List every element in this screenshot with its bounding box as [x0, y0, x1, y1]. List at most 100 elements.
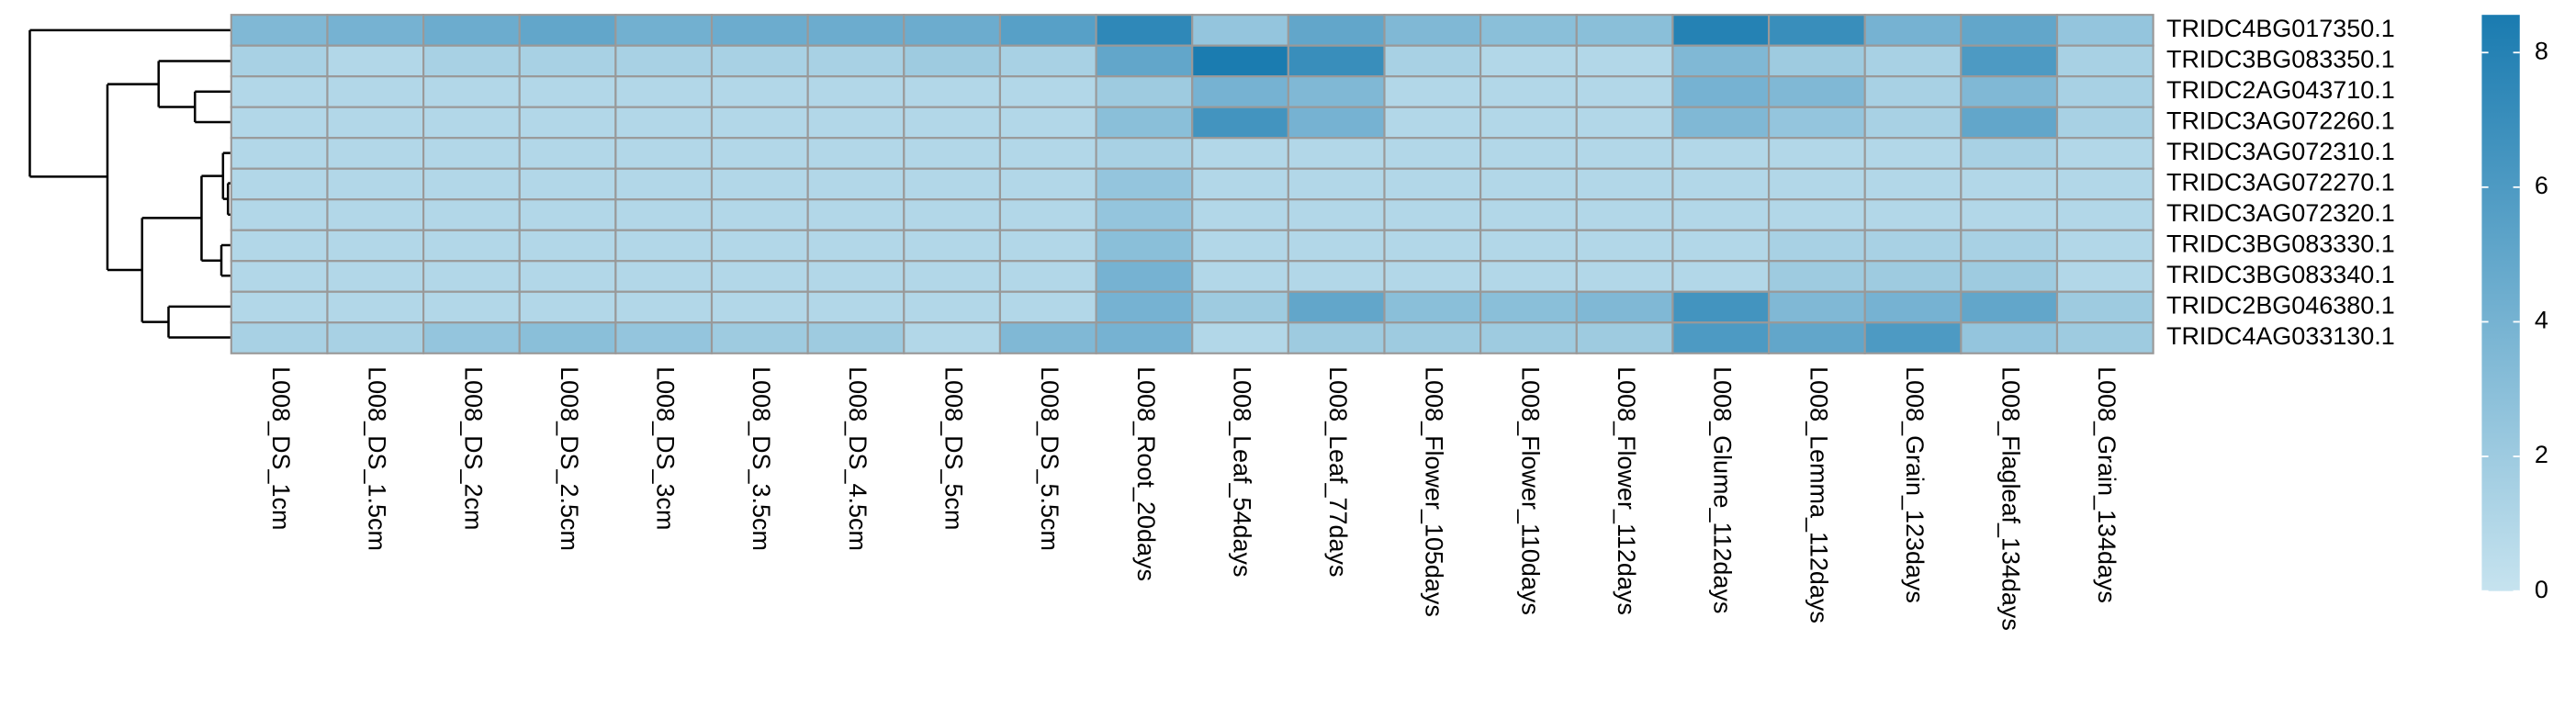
heatmap-cell — [903, 229, 1002, 263]
heatmap-cell — [422, 321, 521, 354]
heatmap-cell — [614, 321, 714, 354]
heatmap-cell — [230, 44, 329, 78]
heatmap-cell — [998, 260, 1097, 293]
heatmap-cell — [1863, 106, 1963, 140]
heatmap-cell — [903, 137, 1002, 170]
heatmap-cell — [326, 260, 425, 293]
heatmap-cell — [1863, 75, 1963, 108]
column-label: L008_Glume_112days — [1709, 366, 1737, 613]
heatmap-cell — [326, 290, 425, 324]
heatmap-cell — [1383, 229, 1482, 263]
heatmap-cell — [230, 198, 329, 231]
heatmap-cell — [1287, 44, 1386, 78]
heatmap-cell — [806, 321, 906, 354]
heatmap-cell — [1479, 290, 1578, 324]
heatmap-cell — [1671, 260, 1771, 293]
heatmap-cell — [1960, 75, 2059, 108]
heatmap-cell — [1960, 167, 2059, 201]
heatmap-cell — [422, 137, 521, 170]
row-label: TRIDC3AG072260.1 — [2166, 107, 2395, 135]
heatmap-cell — [2055, 137, 2154, 170]
heatmap-cell — [614, 14, 714, 47]
heatmap-cell — [614, 290, 714, 324]
heatmap-cell — [998, 14, 1097, 47]
heatmap-cell — [1767, 167, 1866, 201]
heatmap-cell — [1095, 229, 1194, 263]
row-label: TRIDC3AG072320.1 — [2166, 199, 2395, 227]
heatmap-cell — [998, 75, 1097, 108]
heatmap-cell — [1960, 290, 2059, 324]
heatmap-cell — [230, 75, 329, 108]
heatmap-cell — [1671, 198, 1771, 231]
heatmap-cell — [1575, 106, 1674, 140]
row-label: TRIDC4BG017350.1 — [2166, 15, 2395, 42]
heatmap-cell — [1960, 137, 2059, 170]
heatmap-cell — [1095, 167, 1194, 201]
heatmap-cell — [1767, 14, 1866, 47]
heatmap-cell — [710, 290, 809, 324]
heatmap-cell — [1863, 260, 1963, 293]
heatmap-cell — [1095, 44, 1194, 78]
heatmap-cell — [710, 137, 809, 170]
heatmap-cell — [1479, 167, 1578, 201]
heatmap-cell — [1191, 14, 1289, 47]
column-label: L008_Grain_123days — [1901, 366, 1929, 603]
heatmap-cell — [326, 106, 425, 140]
heatmap-cell — [1383, 137, 1482, 170]
heatmap-cell — [1671, 106, 1771, 140]
heatmap-cell — [1960, 44, 2059, 78]
heatmap-cell — [1383, 44, 1482, 78]
heatmap-cell — [903, 198, 1002, 231]
colorbar-tick-label: 0 — [2535, 576, 2548, 603]
heatmap-cell — [903, 106, 1002, 140]
heatmap-cell — [1671, 75, 1771, 108]
heatmap-cell — [1383, 106, 1482, 140]
heatmap-cell — [1671, 167, 1771, 201]
heatmap-cell — [1191, 75, 1289, 108]
heatmap-cell — [1575, 44, 1674, 78]
heatmap-cell — [614, 167, 714, 201]
heatmap-cell — [422, 167, 521, 201]
heatmap-cell — [903, 14, 1002, 47]
heatmap-cell — [806, 290, 906, 324]
heatmap-cell — [1095, 75, 1194, 108]
column-label: L008_DS_3.5cm — [748, 366, 775, 551]
heatmap-cell — [1575, 14, 1674, 47]
heatmap-cell — [2055, 321, 2154, 354]
heatmap-cell — [422, 44, 521, 78]
heatmap-cell — [2055, 290, 2154, 324]
heatmap-cell — [518, 167, 617, 201]
heatmap-cell — [1767, 260, 1866, 293]
heatmap-cell — [614, 75, 714, 108]
heatmap-cell — [806, 229, 906, 263]
heatmap-cell — [1575, 198, 1674, 231]
heatmap-cell — [710, 14, 809, 47]
heatmap-cell — [1479, 75, 1578, 108]
heatmap-cell — [998, 44, 1097, 78]
heatmap-cell — [903, 44, 1002, 78]
colorbar-tick-label: 6 — [2535, 172, 2548, 199]
heatmap-cell — [1863, 229, 1963, 263]
heatmap-cell — [326, 198, 425, 231]
heatmap-cell — [326, 321, 425, 354]
heatmap-cell — [1479, 106, 1578, 140]
heatmap-cell — [1191, 290, 1289, 324]
heatmap-cell — [2055, 75, 2154, 108]
heatmap-cell — [614, 106, 714, 140]
column-label: L008_Leaf_77days — [1324, 366, 1352, 577]
heatmap-cell — [614, 229, 714, 263]
column-label: L008_Flower_105days — [1421, 366, 1448, 617]
column-label: L008_Flower_110days — [1516, 366, 1544, 615]
heatmap-cell — [1383, 260, 1482, 293]
heatmap-cell — [1095, 137, 1194, 170]
row-label: TRIDC2AG043710.1 — [2166, 76, 2395, 104]
heatmap-cell — [998, 229, 1097, 263]
heatmap-cell — [1479, 198, 1578, 231]
heatmap-cell — [1479, 14, 1578, 47]
heatmap-cell — [1383, 75, 1482, 108]
heatmap-cell — [1383, 14, 1482, 47]
column-label: L008_Root_20days — [1132, 366, 1160, 581]
heatmap-cell — [1671, 290, 1771, 324]
